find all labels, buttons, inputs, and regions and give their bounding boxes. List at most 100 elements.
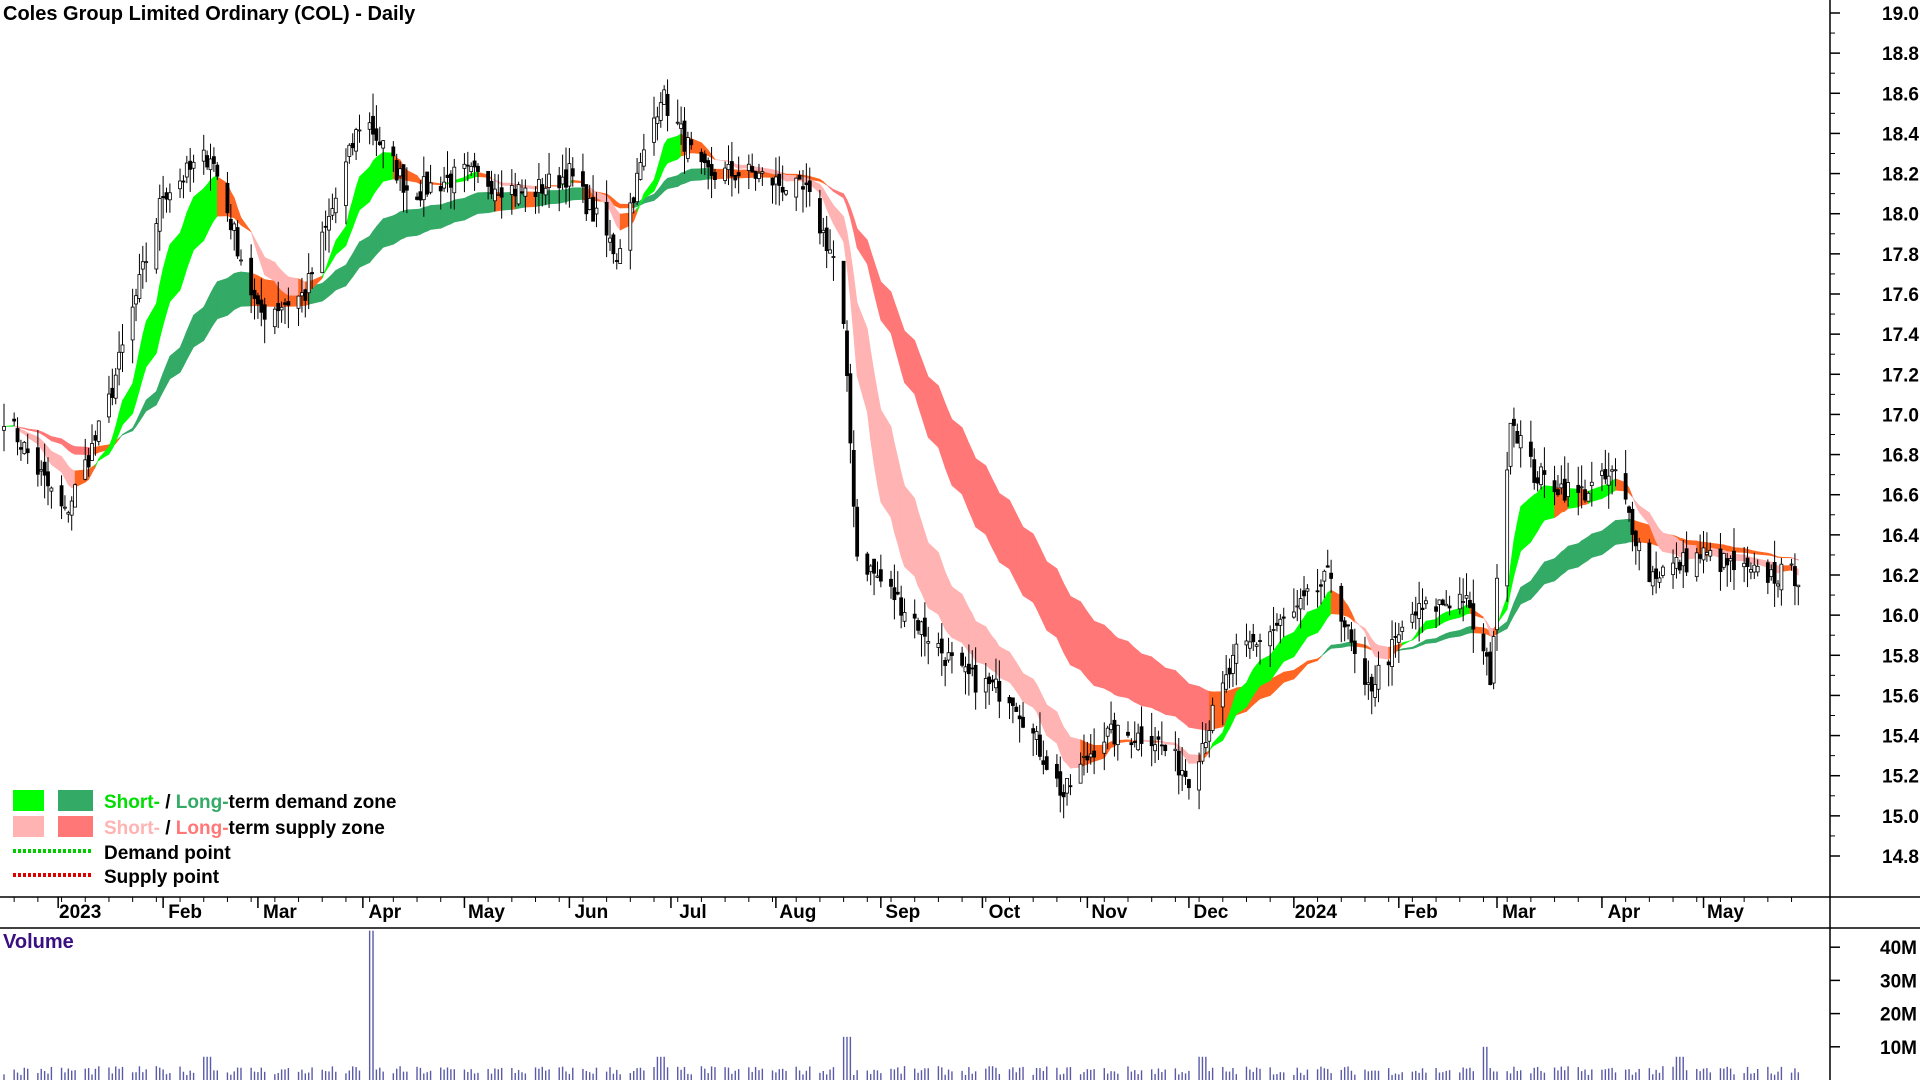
- candle-body: [330, 208, 335, 216]
- long-term-zone-segment: [183, 330, 188, 367]
- short-term-zone-segment: [897, 457, 902, 557]
- short-term-zone-segment: [1320, 597, 1325, 630]
- long-term-zone-segment: [345, 258, 350, 287]
- candle-body: [347, 144, 352, 157]
- candle-body: [1176, 750, 1181, 776]
- candle-body: [1352, 640, 1357, 654]
- candle-body: [1772, 561, 1777, 584]
- short-term-zone-segment: [758, 167, 763, 172]
- candle-body: [208, 158, 213, 171]
- long-term-zone-segment: [420, 206, 425, 235]
- long-term-zone-segment: [877, 271, 882, 321]
- short-term-zone-segment: [755, 166, 760, 172]
- long-term-zone-segment: [819, 178, 824, 184]
- short-term-zone-segment: [206, 178, 211, 234]
- candle-body: [1044, 756, 1049, 770]
- long-term-zone-segment: [1483, 627, 1488, 635]
- candle-body: [1779, 563, 1784, 591]
- price-tick-label: 19.0: [1882, 4, 1919, 25]
- price-tick-label: 17.2: [1882, 365, 1919, 386]
- candle-body: [1400, 626, 1405, 632]
- candle-body: [1793, 566, 1797, 587]
- short-term-zone-segment: [829, 198, 834, 224]
- candle-body: [256, 295, 260, 305]
- long-term-zone-segment: [1188, 683, 1200, 730]
- short-term-zone-segment: [1510, 539, 1515, 592]
- short-term-zone-segment: [951, 586, 963, 644]
- candle-body: [865, 553, 870, 575]
- volume-tick-label: 40M: [1880, 938, 1917, 959]
- long-term-zone-segment: [951, 418, 963, 495]
- short-term-zone-segment: [833, 204, 844, 244]
- candle-body: [729, 161, 734, 177]
- short-term-zone-segment: [108, 437, 113, 456]
- candle-body: [1637, 541, 1642, 552]
- candle-body: [1671, 562, 1675, 575]
- long-term-zone-segment: [1103, 624, 1108, 691]
- long-term-zone-segment: [166, 356, 171, 386]
- candle-body: [110, 387, 115, 398]
- long-term-zone-segment: [1591, 530, 1603, 558]
- short-term-zone-segment: [971, 613, 976, 662]
- long-term-zone-segment: [826, 184, 831, 189]
- candle-body: [587, 197, 592, 211]
- price-tick-label: 14.8: [1882, 847, 1919, 868]
- long-term-zone-segment: [1293, 667, 1298, 680]
- candle-body: [1610, 469, 1615, 472]
- long-term-zone-segment: [1449, 630, 1461, 639]
- short-term-zone-segment: [501, 182, 513, 186]
- candle-body: [452, 166, 457, 194]
- long-term-zone-segment: [47, 434, 52, 442]
- time-tick-label: Mar: [1502, 902, 1536, 923]
- long-term-zone-segment: [399, 210, 404, 241]
- long-term-zone-segment: [203, 300, 208, 342]
- price-tick-label: 15.6: [1882, 686, 1919, 707]
- short-term-zone-segment: [1754, 557, 1758, 565]
- candle-body: [662, 89, 667, 105]
- candle-body: [1789, 563, 1794, 566]
- candle-body: [828, 249, 832, 254]
- candle-body: [1698, 554, 1703, 559]
- long-term-zone-segment: [487, 192, 492, 214]
- candle-body: [1224, 674, 1229, 690]
- long-term-zone-segment: [558, 189, 563, 204]
- candle-body: [232, 223, 237, 231]
- candle-body: [1183, 770, 1188, 777]
- short-term-zone-segment: [1520, 496, 1532, 552]
- candle-body: [807, 180, 812, 192]
- candle-body: [1065, 778, 1069, 794]
- candle-body: [1417, 603, 1422, 619]
- long-term-zone-segment: [20, 427, 25, 430]
- long-term-zone-segment: [40, 431, 45, 437]
- short-term-zone-segment: [169, 232, 181, 303]
- long-term-zone-segment: [393, 213, 398, 245]
- candle-body: [1227, 667, 1232, 675]
- short-term-zone-segment: [1462, 604, 1467, 617]
- long-term-zone-segment: [1344, 641, 1349, 648]
- long-term-zone-segment: [1198, 685, 1203, 731]
- price-tick-label: 16.2: [1882, 566, 1919, 587]
- candle-body: [919, 621, 924, 635]
- price-tick-label: 17.8: [1882, 245, 1919, 266]
- candle-body: [39, 469, 44, 472]
- short-term-zone-segment: [1303, 611, 1308, 643]
- candle-body: [557, 175, 562, 189]
- short-term-zone-segment: [1300, 616, 1305, 648]
- long-term-zone-segment: [1415, 642, 1420, 649]
- candle-body: [167, 192, 172, 201]
- candle-body: [608, 237, 612, 243]
- short-term-zone-segment: [1283, 631, 1295, 662]
- short-term-zone-segment: [1445, 610, 1450, 622]
- long-term-zone-segment: [1584, 536, 1589, 563]
- short-term-zone-segment: [376, 154, 381, 191]
- candle-body: [1329, 572, 1334, 579]
- candle-body: [272, 308, 277, 328]
- candle-body: [1721, 553, 1726, 568]
- short-term-zone-segment: [203, 183, 208, 241]
- time-tick-label: Apr: [368, 902, 401, 923]
- long-term-zone-segment: [1327, 644, 1332, 652]
- short-term-zone-segment: [1378, 645, 1389, 660]
- long-term-zone-segment: [914, 340, 919, 406]
- short-term-zone-segment: [1039, 690, 1044, 729]
- long-term-zone-segment: [1608, 522, 1613, 551]
